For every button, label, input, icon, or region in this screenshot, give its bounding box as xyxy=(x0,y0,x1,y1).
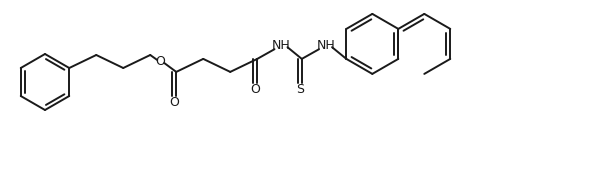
Text: O: O xyxy=(250,83,260,96)
Text: NH: NH xyxy=(317,39,336,52)
Text: O: O xyxy=(170,96,179,109)
Text: S: S xyxy=(296,83,304,96)
Text: NH: NH xyxy=(272,39,291,52)
Text: O: O xyxy=(155,55,165,68)
